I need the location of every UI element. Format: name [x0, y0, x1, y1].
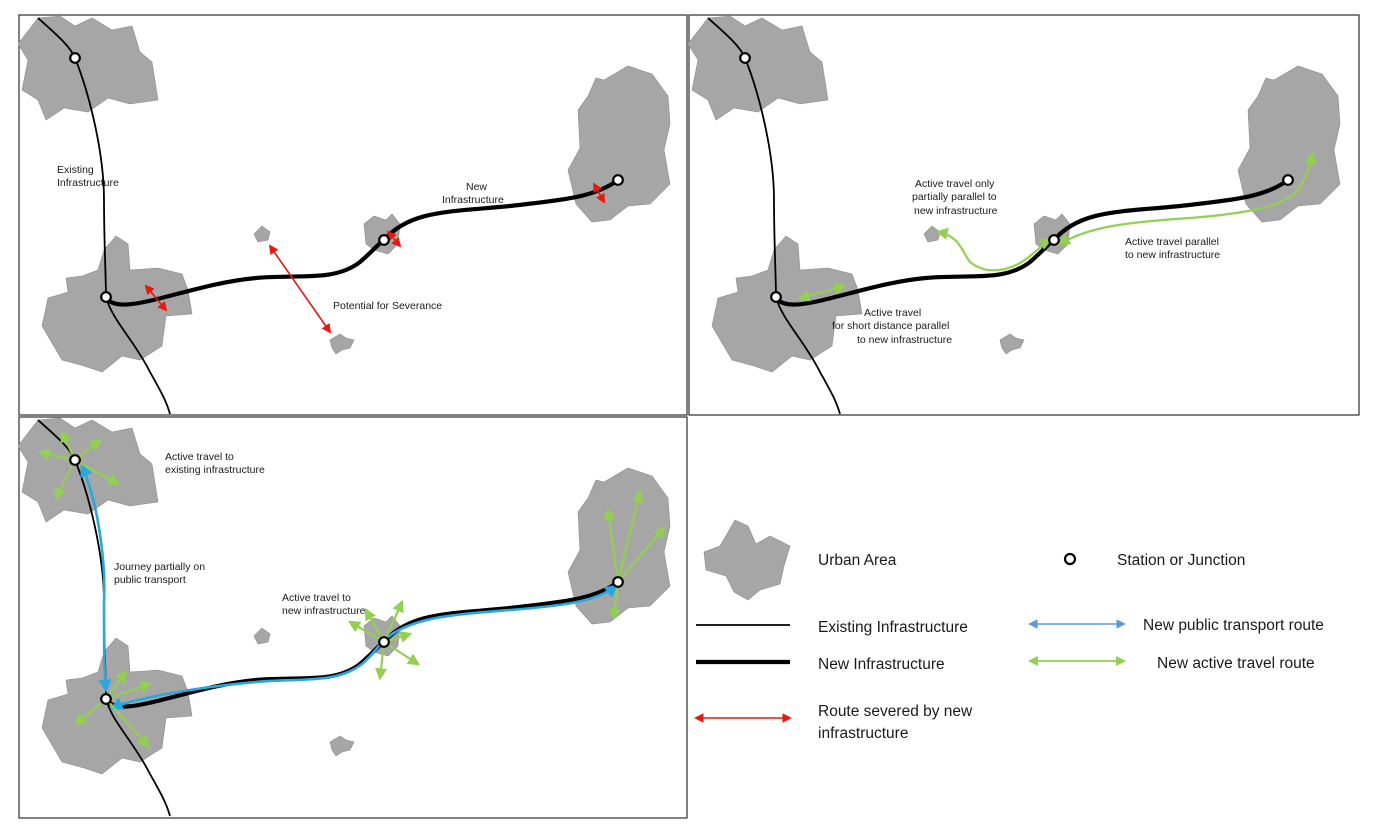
panel-public-transport: Active travel to existing infrastructure… — [17, 416, 688, 819]
journey-label: public transport — [114, 574, 186, 586]
new-infrastructure-label: New — [466, 181, 487, 193]
panel-severance: Existing Infrastructure New Infrastructu… — [17, 14, 688, 415]
partial-parallel-label: Active travel only — [915, 178, 995, 190]
active-travel-access-arrow — [609, 581, 622, 621]
legend-severed: Route severed by new — [818, 703, 973, 720]
active-travel-access-arrow — [603, 507, 620, 583]
active-travel-access-arrow — [37, 448, 76, 462]
active-travel-route — [935, 227, 1053, 272]
existing-access-label: existing infrastructure — [165, 464, 265, 476]
active-travel-access-arrow — [383, 641, 421, 666]
legend-new-infrastructure: New Infrastructure — [818, 656, 945, 673]
active-travel-access-arrow — [74, 459, 121, 486]
new-access-label: Active travel to — [282, 592, 351, 604]
severance-label: Potential for Severance — [333, 300, 442, 312]
short-parallel-label: for short distance parallel — [832, 320, 949, 332]
existing-infrastructure-label: Existing — [57, 164, 94, 176]
severed-route-arrow — [144, 284, 168, 312]
partial-parallel-label: partially parallel to — [912, 191, 997, 203]
journey-label: Journey partially on — [114, 561, 205, 573]
legend-public-transport: New public transport route — [1143, 617, 1324, 634]
public-transport-route — [80, 463, 112, 693]
active-travel-route — [1057, 151, 1317, 246]
station-swatch — [1063, 552, 1077, 566]
new-access-label: new infrastructure — [282, 605, 366, 617]
legend-urban-area: Urban Area — [818, 552, 897, 569]
short-parallel-label: Active travel — [864, 307, 921, 319]
active-travel-access-arrow — [105, 681, 153, 701]
panel-parallel-map — [687, 15, 1341, 414]
active-travel-access-arrow — [364, 607, 385, 643]
active-travel-access-arrow — [347, 620, 385, 643]
active-travel-access-arrow — [617, 526, 666, 583]
legend: Urban Area Station or Junction Existing … — [694, 519, 1324, 742]
legend-existing-infrastructure: Existing Infrastructure — [818, 619, 968, 636]
active-travel-access-arrow — [74, 698, 107, 726]
existing-access-label: Active travel to — [165, 451, 234, 463]
existing-infrastructure-label: Infrastructure — [57, 177, 119, 189]
legend-active-travel: New active travel route — [1157, 655, 1315, 672]
short-parallel-label: to new infrastructure — [857, 334, 952, 346]
parallel-label: Active travel parallel — [1125, 236, 1219, 248]
severed-route-arrow — [593, 182, 605, 204]
active-travel-route — [797, 282, 847, 302]
severed-route-arrow — [386, 230, 402, 248]
new-infrastructure-label: Infrastructure — [442, 194, 504, 206]
active-travel-access-arrow — [382, 599, 404, 643]
parallel-label: to new infrastructure — [1125, 249, 1220, 261]
active-travel-access-arrow — [616, 489, 644, 583]
public-transport-route — [109, 584, 619, 710]
severed-route-arrow — [268, 244, 332, 334]
active-travel-access-arrow — [54, 459, 76, 501]
urban-area-swatch — [703, 519, 791, 601]
active-travel-access-arrow — [375, 641, 388, 681]
panel-parallel-active-travel: Active travel only partially parallel to… — [687, 14, 1360, 415]
panel-severance-map — [17, 15, 671, 414]
active-travel-access-arrow — [105, 698, 150, 748]
legend-severed: infrastructure — [818, 725, 908, 742]
partial-parallel-label: new infrastructure — [914, 205, 998, 217]
legend-station: Station or Junction — [1117, 552, 1245, 569]
panel-public-transport-map — [17, 417, 671, 816]
